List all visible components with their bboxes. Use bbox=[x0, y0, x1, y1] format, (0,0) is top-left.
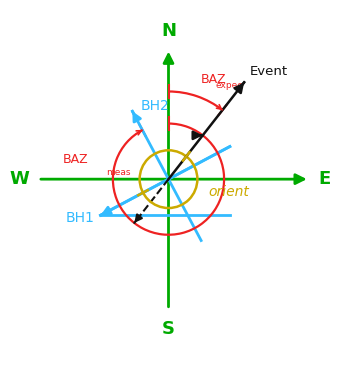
Text: N: N bbox=[161, 22, 176, 40]
Text: BAZ: BAZ bbox=[201, 73, 226, 86]
Text: BAZ: BAZ bbox=[63, 154, 88, 166]
Text: S: S bbox=[162, 320, 175, 338]
Text: meas: meas bbox=[106, 168, 131, 177]
Text: Event: Event bbox=[249, 65, 288, 78]
Text: E: E bbox=[318, 170, 331, 188]
Text: W: W bbox=[10, 170, 30, 188]
Text: BH1: BH1 bbox=[65, 211, 94, 225]
Text: orient: orient bbox=[208, 185, 249, 199]
Text: BH2: BH2 bbox=[141, 99, 170, 113]
Text: expec: expec bbox=[216, 81, 243, 90]
